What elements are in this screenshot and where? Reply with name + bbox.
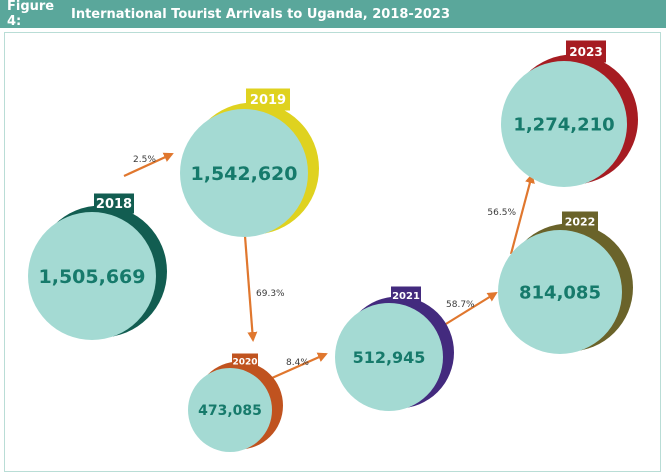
year-label-2020: 2020 — [232, 358, 257, 368]
value-bubble-2018 — [28, 212, 156, 340]
year-label-2019: 2019 — [250, 93, 286, 108]
bubble-2021: 2021 512,945 — [335, 286, 454, 411]
chart-frame — [4, 32, 661, 472]
value-bubble-2019 — [180, 109, 308, 237]
year-label-2018: 2018 — [96, 197, 132, 212]
year-bubbles: 20181,505,66920191,542,6202020473,085202… — [28, 40, 638, 452]
value-bubble-2023 — [501, 61, 627, 187]
value-label-2021: 512,945 — [353, 348, 426, 367]
year-tag-2018 — [94, 193, 134, 214]
bubble-2023: 2023 1,274,210 — [501, 40, 638, 187]
year-label-2023: 2023 — [569, 45, 602, 59]
value-bubble-2022 — [498, 230, 622, 354]
value-bubble-2021 — [335, 303, 443, 411]
value-bubble-2020 — [188, 368, 272, 452]
change-label-2020-2021: 8.4% — [286, 358, 309, 368]
value-label-2022: 814,085 — [519, 282, 601, 303]
year-tag-2019 — [246, 88, 290, 111]
figure-title: International Tourist Arrivals to Uganda… — [71, 6, 451, 22]
change-arrows: 2.5% 69.3% 8.4% 58.7% 56.5% — [123, 152, 535, 380]
change-arrow-2020-2021 — [271, 352, 328, 380]
value-label-2023: 1,274,210 — [513, 114, 614, 135]
bubble-2018: 2018 1,505,669 — [28, 193, 167, 340]
year-tag-2023 — [566, 40, 606, 63]
value-label-2020: 473,085 — [198, 403, 262, 419]
year-label-2021: 2021 — [392, 291, 420, 302]
change-label-2022-2023: 56.5% — [487, 208, 516, 218]
year-tag-2021 — [391, 286, 421, 305]
bubble-2022: 2022 814,085 — [498, 211, 633, 354]
change-arrow-2021-2022 — [440, 291, 498, 328]
figure-header: Figure 4: International Tourist Arrivals… — [0, 0, 666, 29]
year-label-2022: 2022 — [565, 215, 596, 228]
change-label-2019-2020: 69.3% — [256, 289, 285, 299]
year-tag-2020 — [232, 353, 258, 370]
change-label-2018-2019: 2.5% — [133, 155, 156, 165]
bubble-2020: 2020 473,085 — [188, 353, 283, 452]
change-label-2021-2022: 58.7% — [446, 300, 475, 310]
change-arrow-2022-2023 — [509, 173, 535, 255]
change-arrow-2019-2020 — [243, 235, 258, 342]
change-arrow-2018-2019 — [123, 152, 174, 177]
bubble-2019: 2019 1,542,620 — [180, 88, 319, 237]
value-label-2018: 1,505,669 — [39, 266, 146, 288]
year-tag-2022 — [562, 211, 598, 232]
value-label-2019: 1,542,620 — [191, 163, 298, 185]
figure-label: Figure 4: — [7, 0, 55, 29]
